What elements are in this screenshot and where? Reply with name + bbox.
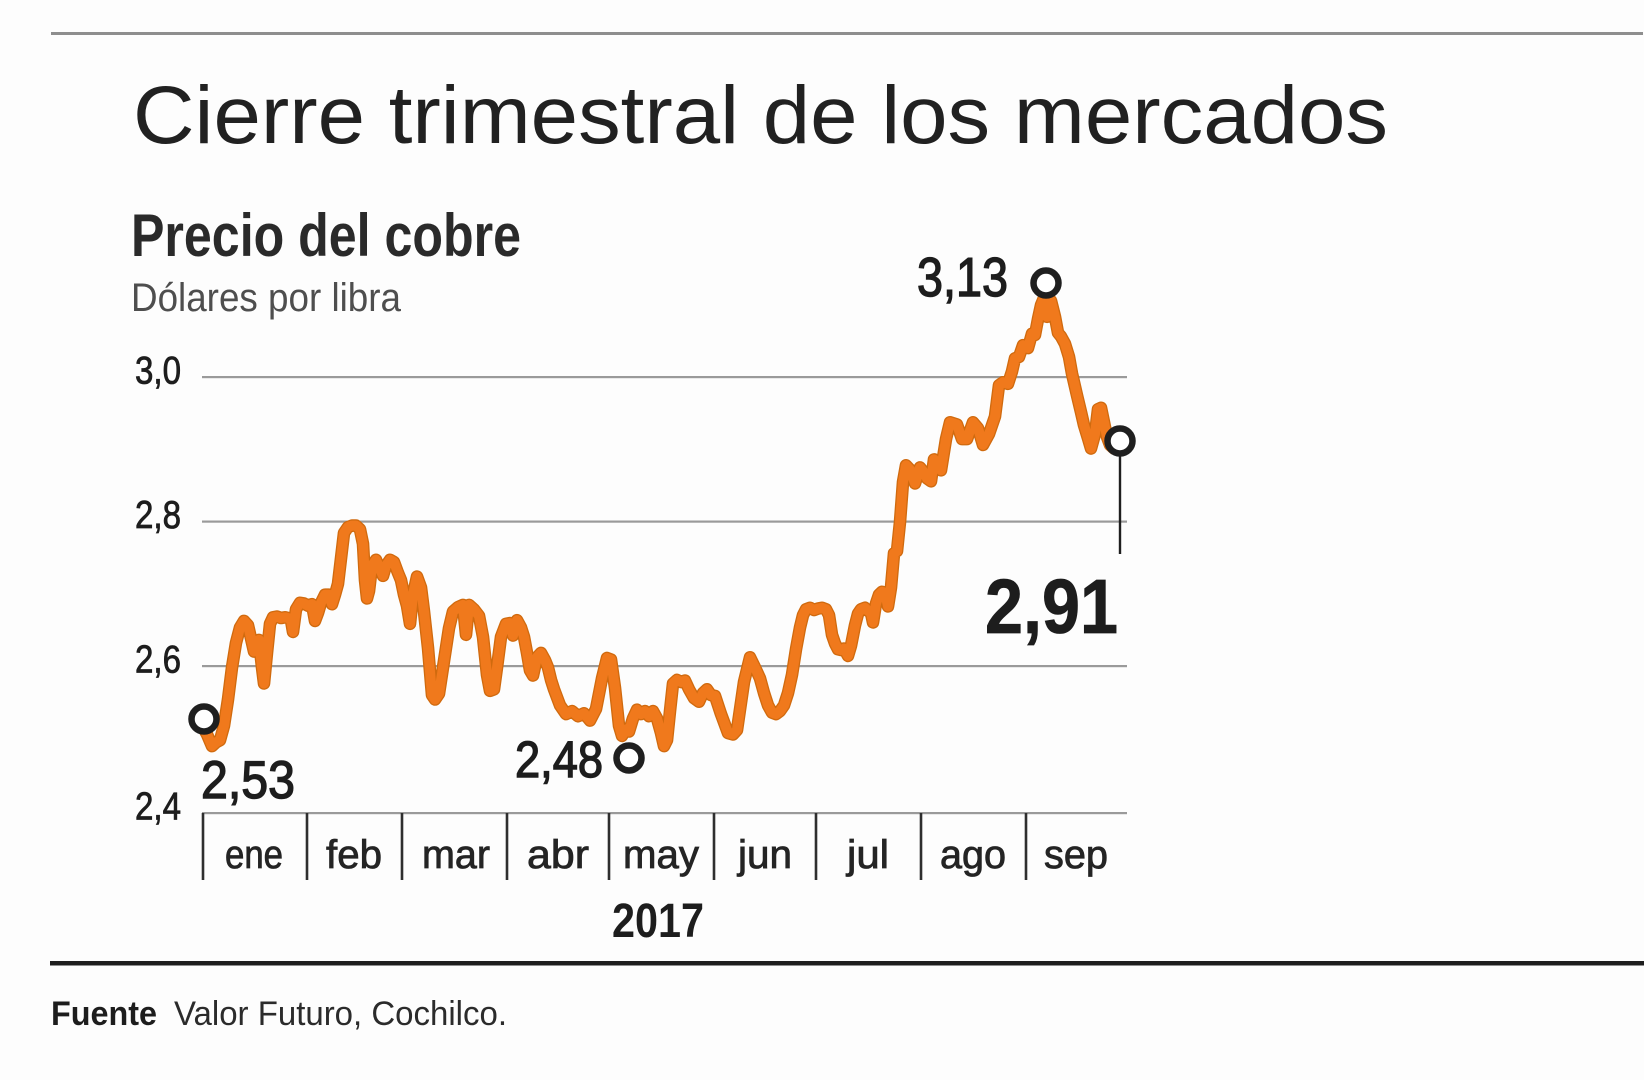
svg-text:Dólares por libra: Dólares por libra bbox=[131, 276, 402, 320]
svg-text:ene: ene bbox=[225, 833, 283, 877]
svg-text:3,0: 3,0 bbox=[135, 350, 181, 393]
svg-text:2,4: 2,4 bbox=[135, 786, 181, 829]
svg-text:Fuente: Fuente bbox=[51, 995, 157, 1033]
svg-text:Cierre trimestral de los merca: Cierre trimestral de los mercados bbox=[133, 70, 1388, 161]
svg-text:2,53: 2,53 bbox=[201, 751, 295, 810]
svg-text:jun: jun bbox=[737, 833, 792, 877]
svg-text:sep: sep bbox=[1044, 833, 1108, 877]
svg-text:ago: ago bbox=[940, 833, 1006, 877]
svg-text:jul: jul bbox=[846, 833, 889, 877]
svg-text:Valor Futuro, Cochilco.: Valor Futuro, Cochilco. bbox=[174, 995, 507, 1033]
svg-text:2017: 2017 bbox=[612, 895, 704, 948]
svg-text:2,8: 2,8 bbox=[135, 494, 181, 537]
svg-text:2,6: 2,6 bbox=[135, 639, 181, 682]
svg-text:3,13: 3,13 bbox=[917, 246, 1008, 308]
svg-text:mar: mar bbox=[422, 833, 490, 877]
svg-text:2,48: 2,48 bbox=[515, 731, 603, 788]
svg-text:2,91: 2,91 bbox=[985, 564, 1118, 650]
svg-text:may: may bbox=[623, 833, 699, 877]
svg-text:abr: abr bbox=[527, 833, 589, 877]
svg-text:feb: feb bbox=[326, 833, 382, 877]
svg-text:Precio del cobre: Precio del cobre bbox=[131, 202, 521, 269]
